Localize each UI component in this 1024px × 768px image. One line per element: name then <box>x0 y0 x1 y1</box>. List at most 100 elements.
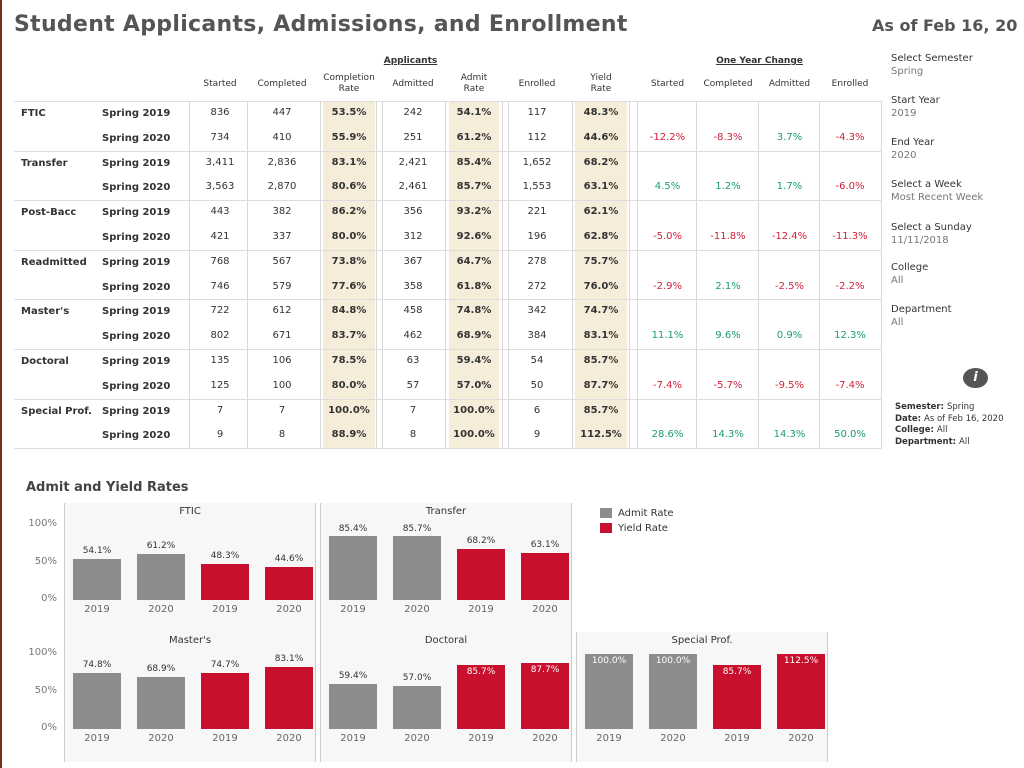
yield-swatch <box>600 523 612 533</box>
filter-department[interactable]: Department All <box>891 303 952 329</box>
chart-legend[interactable]: Admit Rate Yield Rate <box>600 506 674 536</box>
change-column-header[interactable]: Completed <box>703 78 753 89</box>
table-cell: 734 <box>210 131 230 143</box>
table-cell: 80.6% <box>331 181 367 193</box>
column-header[interactable]: Started <box>203 78 237 89</box>
column-header[interactable]: Completed <box>257 78 307 89</box>
table-cell: 87.7% <box>583 379 619 391</box>
summary-value: All <box>959 436 970 447</box>
table-cell: 278 <box>527 255 547 267</box>
y-tick-label: 0% <box>41 593 57 604</box>
bar-admit[interactable] <box>585 654 633 729</box>
bar-yield[interactable] <box>457 664 505 729</box>
bar-value-label: 100.0% <box>655 656 691 666</box>
column-header[interactable]: Admit Rate <box>460 73 488 94</box>
table-cell: 125 <box>210 379 230 391</box>
filter-select-a-week[interactable]: Select a Week Most Recent Week <box>891 178 983 204</box>
page-title: Student Applicants, Admissions, and Enro… <box>14 12 628 37</box>
table-cell: 3,411 <box>205 156 235 168</box>
column-header[interactable]: Completion Rate <box>323 73 375 94</box>
bar-yield[interactable] <box>201 672 249 729</box>
change-column-header[interactable]: Enrolled <box>831 78 869 89</box>
student-type-label: Master's <box>21 306 70 318</box>
column-header[interactable]: Enrolled <box>518 78 556 89</box>
table-cell: 112 <box>527 131 547 143</box>
change-cell: -12.2% <box>649 131 686 143</box>
filter-value[interactable]: All <box>891 275 904 286</box>
column-divider <box>320 101 321 449</box>
bar-admit[interactable] <box>649 654 697 729</box>
bar-value-label: 68.9% <box>146 664 176 675</box>
bar-yield[interactable] <box>521 552 569 600</box>
table-cell: 7 <box>216 404 224 416</box>
bar-yield[interactable] <box>713 664 761 729</box>
filter-college[interactable]: College All <box>891 261 928 287</box>
table-cell: 83.1% <box>331 156 367 168</box>
bar-yield[interactable] <box>777 654 825 729</box>
table-cell: 83.1% <box>583 330 619 342</box>
chart-title: Admit and Yield Rates <box>26 480 189 495</box>
bar-yield[interactable] <box>265 666 313 729</box>
bar-value-label: 59.4% <box>338 671 368 682</box>
bar-admit[interactable] <box>73 559 121 600</box>
filter-value[interactable]: Spring <box>891 66 924 77</box>
filter-value[interactable]: 2019 <box>891 108 917 119</box>
bar-yield[interactable] <box>521 663 569 729</box>
bar-value-label: 85.7% <box>402 523 432 534</box>
bar-yield[interactable] <box>201 563 249 600</box>
student-type-label: Doctoral <box>21 356 69 367</box>
student-type-label: Readmitted <box>21 256 87 268</box>
bar-admit[interactable] <box>393 686 441 729</box>
semester-label: Spring 2020 <box>102 430 171 442</box>
table-cell: 64.7% <box>456 255 492 267</box>
change-column-header[interactable]: Admitted <box>768 78 811 89</box>
filter-select-a-sunday[interactable]: Select a Sunday 11/11/2018 <box>891 221 972 247</box>
bar-yield[interactable] <box>265 566 313 600</box>
bar-admit[interactable] <box>137 677 185 729</box>
bar-yield[interactable] <box>457 548 505 600</box>
change-cell: -7.4% <box>652 379 682 391</box>
bar-admit[interactable] <box>137 554 185 600</box>
bar-admit[interactable] <box>393 535 441 600</box>
bar-admit[interactable] <box>73 672 121 729</box>
table-cell: 9 <box>216 429 224 441</box>
table-cell: 62.8% <box>583 231 619 242</box>
table-cell: 59.4% <box>456 355 492 366</box>
table-cell: 73.8% <box>331 255 367 267</box>
table-cell: 2,421 <box>398 156 428 168</box>
table-cell: 272 <box>527 280 547 292</box>
column-header[interactable]: Yield Rate <box>590 73 612 94</box>
filter-select-semester[interactable]: Select Semester Spring <box>891 52 973 78</box>
semester-label: Spring 2020 <box>102 232 171 243</box>
row-divider <box>14 249 882 251</box>
panel-title: Doctoral <box>424 635 468 646</box>
filter-label: Select a Sunday <box>891 222 972 233</box>
change-column-header[interactable]: Started <box>650 78 685 89</box>
change-cell: -2.5% <box>774 280 804 292</box>
bar-admit[interactable] <box>329 535 377 600</box>
table-cell: 7 <box>278 404 286 416</box>
table-cell: 410 <box>272 131 292 143</box>
filter-value[interactable]: 11/11/2018 <box>891 235 949 246</box>
admit-swatch <box>600 508 612 518</box>
y-tick-label: 0% <box>41 722 57 733</box>
table-cell: 579 <box>272 280 292 292</box>
table-cell: 242 <box>403 107 423 118</box>
x-tick-label: 2020 <box>404 604 430 615</box>
filter-start-year[interactable]: Start Year 2019 <box>891 94 940 120</box>
table-cell: 443 <box>210 206 230 218</box>
table-cell: 367 <box>403 255 423 267</box>
table-cell: 74.7% <box>583 305 619 317</box>
bar-admit[interactable] <box>329 684 377 729</box>
column-divider <box>382 101 383 449</box>
table-cell: 84.8% <box>331 305 367 317</box>
bar-value-label: 85.4% <box>338 523 368 534</box>
filter-value[interactable]: 2020 <box>891 150 917 161</box>
column-header[interactable]: Admitted <box>392 78 434 89</box>
info-icon[interactable]: i <box>963 368 988 388</box>
filter-value[interactable]: Most Recent Week <box>891 192 984 203</box>
x-tick-label: 2020 <box>532 604 558 615</box>
filter-value[interactable]: All <box>891 317 904 328</box>
filter-label: End Year <box>891 137 935 148</box>
filter-end-year[interactable]: End Year 2020 <box>891 136 934 162</box>
